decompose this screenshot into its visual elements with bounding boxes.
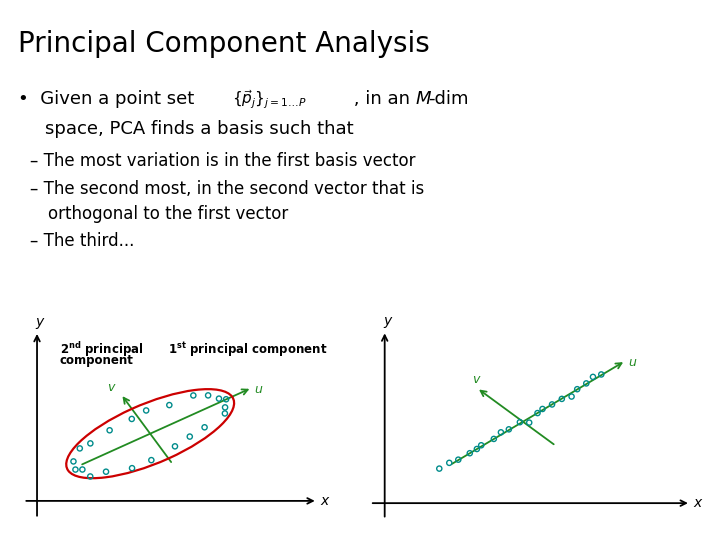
Point [126,464,138,472]
Text: v: v [107,381,114,394]
Text: – The second most, in the second vector that is: – The second most, in the second vector … [30,180,424,198]
Point [145,456,157,464]
Point [100,468,112,476]
Text: component: component [60,354,133,367]
Point [471,444,482,453]
Text: – The third...: – The third... [30,232,135,250]
Point [70,465,81,474]
Point [184,432,196,441]
Point [199,423,210,431]
Point [84,472,96,481]
Point [213,394,225,403]
Text: orthogonal to the first vector: orthogonal to the first vector [48,205,288,223]
Point [572,385,583,394]
Point [514,418,526,427]
Text: x: x [693,496,701,510]
Point [163,401,175,409]
Point [220,395,232,403]
Text: Principal Component Analysis: Principal Component Analysis [18,30,430,58]
Text: space, PCA finds a basis such that: space, PCA finds a basis such that [45,120,354,138]
Point [444,458,455,467]
Text: $\{\vec{p}_j\}_{j=1\ldots P}$: $\{\vec{p}_j\}_{j=1\ldots P}$ [232,88,307,111]
Point [188,391,199,400]
Point [580,379,592,388]
Point [595,370,607,379]
Point [536,404,548,413]
Point [169,442,181,451]
Point [488,435,500,443]
Text: $\mathit{M}$: $\mathit{M}$ [415,90,432,108]
Text: 1$^\mathregular{st}$ principal component: 1$^\mathregular{st}$ principal component [168,340,328,359]
Point [464,449,475,457]
Point [74,444,86,453]
Point [556,395,567,403]
Point [76,465,88,474]
Text: •  Given a point set: • Given a point set [18,90,194,108]
Point [68,457,79,465]
Point [433,464,445,473]
Point [104,426,115,435]
Point [566,392,577,401]
Point [503,425,515,434]
Point [220,403,231,411]
Text: u: u [628,356,636,369]
Point [532,409,544,417]
Point [126,415,138,423]
Text: , in an: , in an [348,90,415,108]
Point [475,441,487,450]
Text: 2$^\mathregular{nd}$ principal: 2$^\mathregular{nd}$ principal [60,340,143,359]
Point [495,428,507,437]
Text: y: y [35,315,43,329]
Text: – The most variation is in the first basis vector: – The most variation is in the first bas… [30,152,415,170]
Text: x: x [320,494,328,508]
Point [523,418,535,427]
Text: u: u [254,383,262,396]
Text: -dim: -dim [428,90,469,108]
Text: v: v [472,373,479,386]
Point [140,406,152,415]
Point [453,455,464,464]
Point [546,400,558,409]
Point [219,409,230,418]
Point [202,391,214,400]
Text: y: y [383,314,391,328]
Point [84,439,96,448]
Point [588,373,599,381]
